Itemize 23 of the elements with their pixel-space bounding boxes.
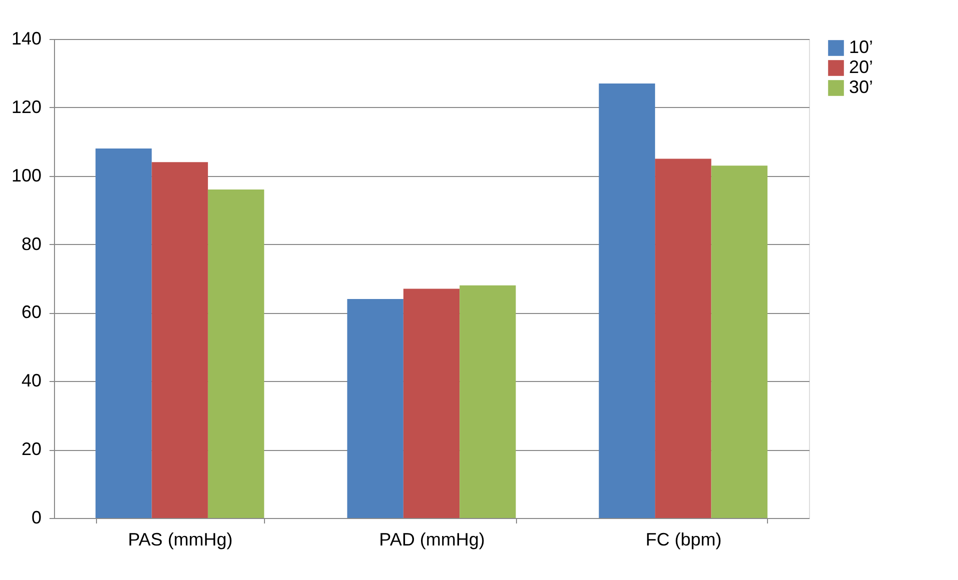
- x-tick-label: PAS (mmHg): [128, 530, 233, 550]
- bar: [403, 288, 460, 518]
- y-tick-label: 0: [31, 508, 42, 528]
- legend-label: 30’: [849, 77, 874, 97]
- y-tick-label: 20: [21, 439, 42, 460]
- bar: [208, 190, 264, 518]
- legend-label: 20’: [849, 57, 874, 77]
- legend-label: 10’: [849, 37, 874, 57]
- bar: [347, 299, 404, 518]
- y-tick-label: 40: [21, 370, 42, 391]
- y-tick-label: 60: [21, 302, 42, 322]
- bar: [460, 285, 516, 518]
- y-tick-label: 140: [11, 28, 42, 48]
- y-tick-label: 120: [11, 96, 42, 117]
- bar: [152, 162, 208, 518]
- bar: [96, 148, 152, 518]
- x-tick-label: PAD (mmHg): [379, 530, 485, 550]
- y-tick-label: 80: [21, 234, 42, 254]
- y-tick-label: 100: [11, 165, 42, 186]
- bar: [711, 166, 768, 518]
- bar: [655, 158, 712, 518]
- bar: [598, 83, 656, 518]
- x-tick-label: FC (bpm): [646, 530, 722, 550]
